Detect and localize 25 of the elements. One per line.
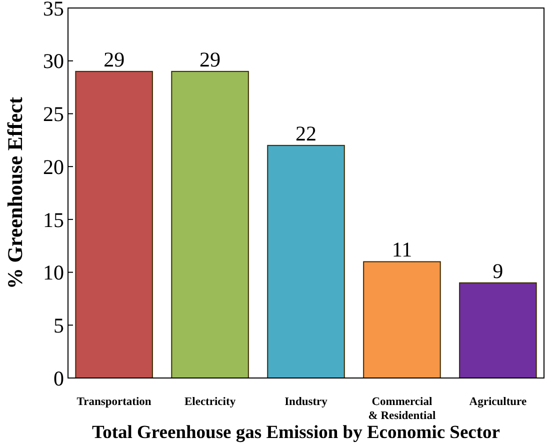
y-tick-label: 20	[43, 154, 64, 179]
x-axis-title: Total Greenhouse gas Emission by Economic Sector	[92, 423, 500, 443]
bar	[267, 144, 345, 378]
data-label: 29	[104, 47, 125, 72]
bar	[171, 70, 249, 378]
y-tick-label: 35	[43, 0, 64, 20]
x-tick-label: Commercial & Residential	[368, 396, 436, 422]
data-label: 29	[200, 47, 221, 72]
x-tick-label: Industry	[284, 396, 328, 408]
x-tick-label: Agriculture	[469, 396, 527, 408]
y-tick-label: 25	[43, 102, 64, 126]
x-tick-label: Electricity	[184, 396, 236, 408]
y-tick-label: 10	[43, 260, 64, 285]
bar	[459, 282, 537, 378]
y-tick-label: 15	[43, 208, 64, 232]
y-tick-label: 0	[54, 366, 64, 390]
data-label: 11	[392, 238, 412, 262]
bar	[363, 261, 441, 378]
y-tick-label: 30	[43, 49, 64, 74]
data-label: 9	[492, 258, 504, 283]
y-axis-title: % Greenhouse Effect	[3, 96, 27, 290]
bar	[75, 70, 153, 378]
y-tick-label: 5	[54, 313, 64, 338]
x-tick-label: Transportation	[76, 396, 152, 408]
data-label: 22	[296, 121, 316, 146]
